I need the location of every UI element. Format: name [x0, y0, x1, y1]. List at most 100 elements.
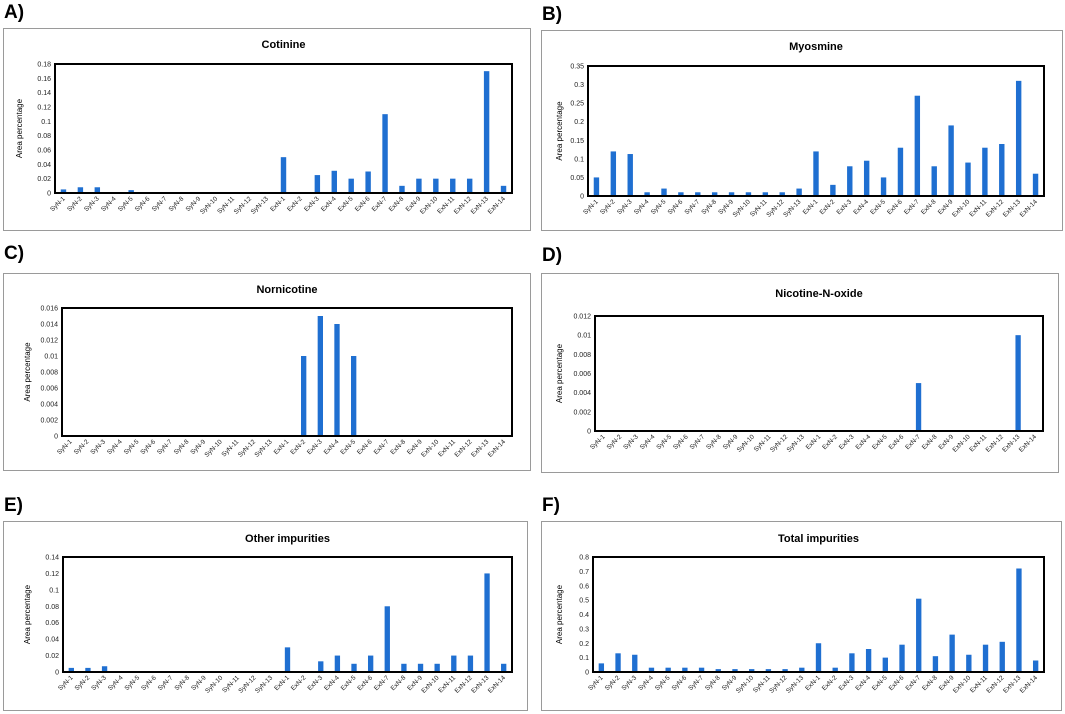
bar-exn-8: [401, 663, 407, 672]
bar-syn-13: [796, 188, 802, 196]
bar-syn-1: [60, 189, 67, 193]
y-tick-label: 0: [47, 191, 51, 198]
x-tick-label: ExN-2: [819, 198, 837, 216]
bar-exn-12: [467, 655, 474, 672]
bar-exn-11: [450, 178, 456, 193]
y-tick-label: 0.006: [573, 371, 591, 378]
x-tick-label: ExN-4: [320, 195, 338, 213]
x-tick-label: ExN-4: [854, 433, 872, 451]
x-tick-label: SyN-7: [689, 433, 707, 451]
x-tick-label: SyN-6: [672, 433, 690, 451]
bar-syn-6: [678, 192, 684, 196]
x-tick-label: SyN-10: [204, 674, 225, 695]
y-tick-label: 0.02: [45, 653, 59, 660]
bar-syn-1: [68, 667, 74, 672]
x-tick-label: SyN-5: [124, 674, 142, 692]
chart-title: Myosmine: [789, 41, 843, 53]
bar-exn-13: [1015, 335, 1021, 431]
x-tick-label: SyN-8: [173, 438, 191, 456]
y-tick-label: 0: [580, 194, 584, 201]
x-tick-label: ExN-8: [388, 195, 406, 213]
bar-exn-4: [334, 655, 341, 672]
x-tick-label: SyN-5: [655, 433, 673, 451]
y-tick-label: 0.5: [579, 598, 589, 605]
bar-syn-10: [749, 669, 755, 672]
bar-exn-5: [348, 178, 354, 193]
y-tick-label: 0.3: [579, 626, 589, 633]
y-axis-label: Area percentage: [23, 584, 32, 644]
bar-exn-10: [433, 178, 439, 193]
x-tick-label: SyN-7: [156, 438, 174, 456]
x-tick-label: SyN-4: [633, 198, 651, 216]
y-tick-label: 0.1: [574, 156, 584, 163]
x-tick-label: SyN-6: [671, 674, 689, 692]
x-tick-label: ExN-7: [903, 198, 921, 216]
x-tick-label: ExN-10: [952, 674, 973, 695]
x-tick-label: SyN-8: [168, 195, 186, 213]
bar-syn-11: [765, 669, 772, 672]
x-tick-label: ExN-6: [888, 674, 906, 692]
chart-title: Nicotine-N-oxide: [775, 288, 862, 300]
y-tick-label: 0.002: [573, 409, 591, 416]
bar-exn-10: [434, 663, 440, 672]
bar-exn-13: [1016, 568, 1022, 672]
panel-label-b: B): [542, 4, 563, 25]
x-tick-label: SyN-7: [687, 674, 705, 692]
y-tick-label: 0.006: [40, 386, 58, 393]
x-tick-label: SyN-2: [604, 674, 622, 692]
y-tick-label: 0.3: [574, 82, 584, 89]
x-tick-label: SyN-6: [140, 674, 158, 692]
x-tick-label: SyN-6: [139, 438, 157, 456]
y-tick-label: 0.1: [41, 119, 51, 126]
x-tick-label: SyN-10: [735, 674, 756, 695]
y-tick-label: 0.6: [579, 583, 589, 590]
x-tick-label: SyN-2: [606, 433, 624, 451]
bar-syn-11: [762, 192, 769, 196]
x-tick-label: ExN-10: [419, 195, 440, 216]
bar-syn-3: [627, 154, 633, 196]
bar-exn-14: [1032, 660, 1039, 672]
bar-exn-8: [932, 656, 939, 672]
y-tick-label: 0.05: [570, 175, 584, 182]
bar-exn-7: [916, 598, 922, 672]
x-tick-label: SyN-5: [654, 674, 672, 692]
chart-panel-myosmine: [541, 30, 1063, 231]
bar-exn-5: [351, 356, 357, 436]
bar-syn-13: [799, 667, 805, 672]
bar-exn-12: [999, 144, 1005, 196]
bar-exn-6: [897, 147, 904, 196]
x-tick-label: ExN-2: [821, 433, 839, 451]
y-tick-label: 0.016: [40, 306, 58, 313]
bar-exn-7: [914, 95, 921, 196]
y-axis-label: Area percentage: [555, 101, 564, 161]
x-tick-label: ExN-14: [1019, 674, 1040, 695]
bar-exn-4: [334, 324, 340, 436]
y-tick-label: 0.004: [573, 390, 591, 397]
y-tick-label: 0.14: [45, 555, 59, 562]
bar-syn-12: [782, 669, 788, 672]
bar-exn-9: [949, 634, 955, 672]
y-tick-label: 0.014: [40, 322, 58, 329]
bar-syn-12: [779, 192, 785, 196]
y-tick-label: 0.8: [579, 555, 589, 562]
bar-exn-3: [314, 175, 321, 193]
x-tick-label: SyN-1: [57, 674, 75, 692]
bar-syn-7: [695, 192, 701, 196]
bar-syn-9: [728, 192, 735, 196]
x-tick-label: SyN-1: [587, 674, 605, 692]
x-tick-label: SyN-4: [639, 433, 657, 451]
y-tick-label: 0.06: [45, 620, 59, 627]
chart-panel-nicotine-n-oxide: [541, 273, 1059, 473]
x-tick-label: ExN-3: [838, 433, 856, 451]
bar-exn-3: [849, 653, 855, 672]
bar-exn-1: [280, 157, 287, 193]
y-tick-label: 0.25: [570, 101, 584, 108]
y-tick-label: 0.012: [573, 314, 591, 321]
x-tick-label: ExN-4: [323, 674, 341, 692]
x-tick-label: ExN-8: [921, 433, 939, 451]
x-tick-label: ExN-6: [888, 433, 906, 451]
bar-exn-6: [899, 644, 905, 672]
x-tick-label: SyN-7: [683, 198, 701, 216]
x-tick-label: ExN-3: [835, 198, 853, 216]
x-tick-label: SyN-5: [650, 198, 668, 216]
